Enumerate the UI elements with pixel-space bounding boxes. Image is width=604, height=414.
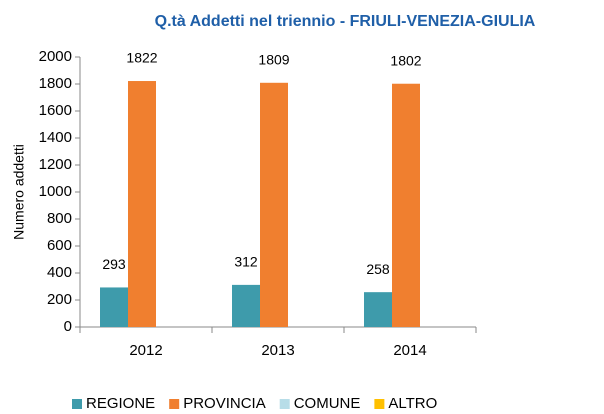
y-axis-label: Numero addetti (11, 144, 27, 240)
y-tick-label: 400 (47, 264, 72, 281)
bar (364, 292, 392, 327)
x-tick-label: 2014 (393, 342, 426, 359)
bar (232, 284, 260, 327)
y-tick-label: 0 (64, 318, 72, 335)
data-label: 1802 (390, 52, 421, 68)
legend-label: REGIONE (86, 395, 155, 412)
data-label: 258 (366, 261, 390, 277)
legend-label: COMUNE (294, 395, 361, 412)
bar (260, 82, 288, 327)
chart-title: Q.tà Addetti nel triennio - FRIULI-VENEZ… (155, 13, 536, 30)
y-tick-label: 2000 (39, 48, 72, 65)
data-label: 1809 (258, 51, 289, 67)
y-tick-label: 1800 (39, 75, 72, 92)
y-tick-label: 1600 (39, 102, 72, 119)
legend-label: PROVINCIA (183, 395, 266, 412)
bar (100, 287, 128, 327)
data-label: 312 (234, 254, 258, 270)
data-label: 1822 (126, 50, 157, 66)
y-tick-label: 1400 (39, 129, 72, 146)
y-tick-label: 1200 (39, 156, 72, 173)
x-tick-label: 2012 (129, 342, 162, 359)
bar (392, 83, 420, 327)
x-tick-label: 2013 (261, 342, 294, 359)
data-label: 293 (102, 256, 126, 272)
legend-swatch (374, 399, 385, 409)
legend-swatch (72, 399, 82, 409)
y-tick-label: 600 (47, 237, 72, 254)
legend-label: ALTRO (388, 395, 437, 412)
legend-swatch (169, 399, 180, 409)
y-tick-label: 800 (47, 210, 72, 227)
legend-swatch (279, 399, 290, 409)
y-tick-label: 1000 (39, 183, 72, 200)
bar (128, 81, 156, 327)
y-tick-label: 200 (47, 291, 72, 308)
